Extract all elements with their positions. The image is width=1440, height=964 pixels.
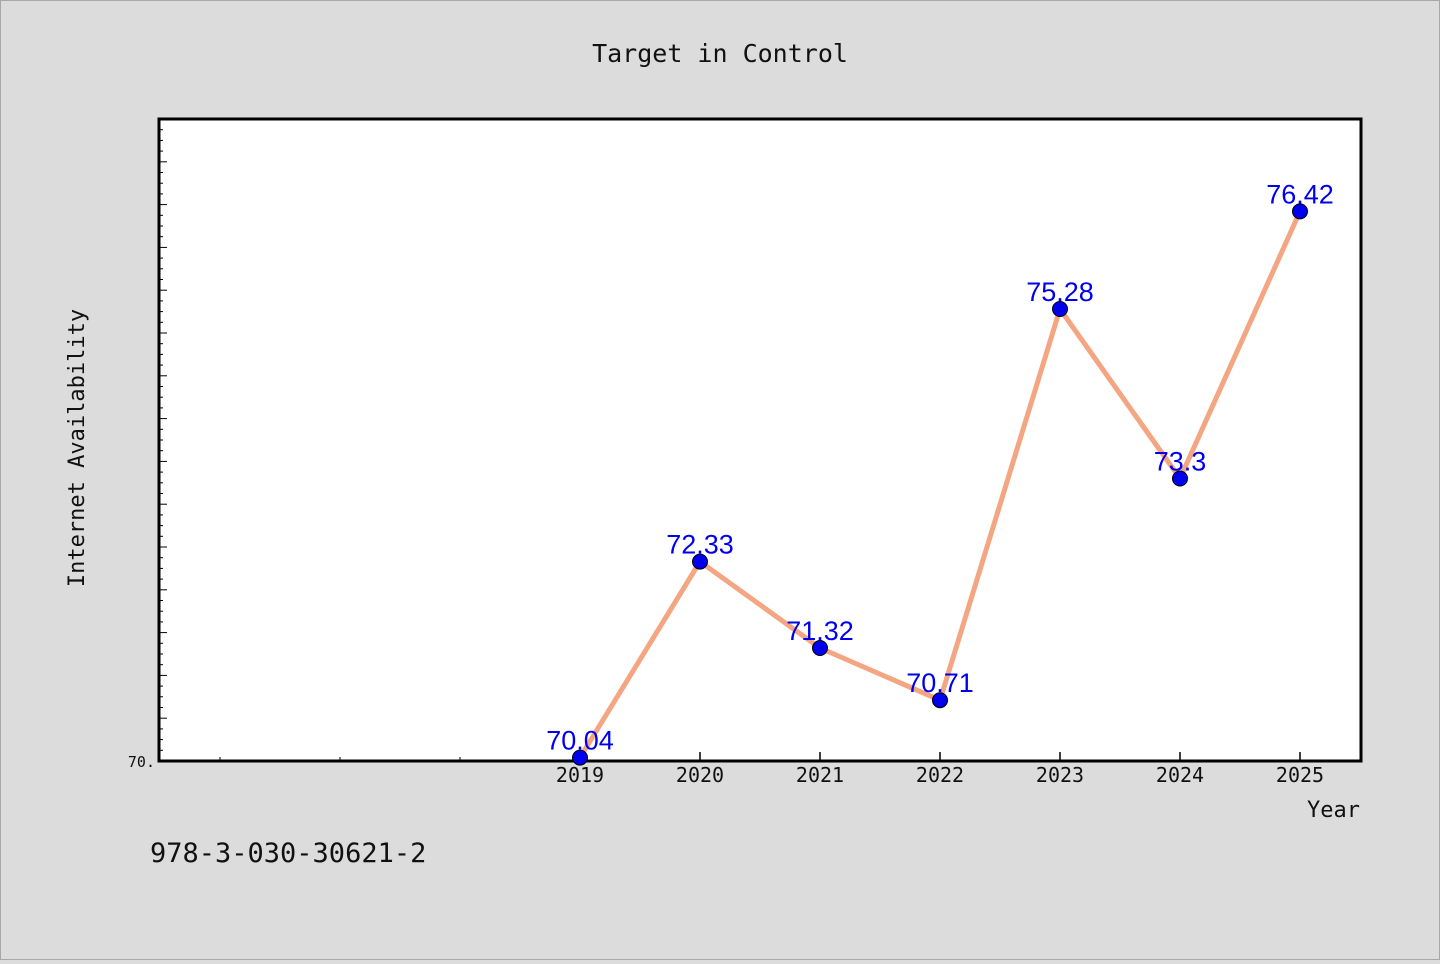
data-point xyxy=(1172,470,1188,487)
data-label: 70.04 xyxy=(546,726,614,756)
data-point xyxy=(932,692,948,709)
y-axis-ticks xyxy=(159,129,167,762)
x-tick-label: 2022 xyxy=(916,763,964,787)
chart-title: Target in Control xyxy=(592,39,848,68)
data-point xyxy=(1052,301,1068,317)
x-tick-label: 2021 xyxy=(796,763,844,787)
x-axis-minor-ticks xyxy=(219,757,461,761)
data-point xyxy=(1292,203,1308,220)
data-label: 75.28 xyxy=(1026,277,1094,307)
y-tick-label: 70. xyxy=(128,753,155,771)
x-axis-tick-labels: 2019 2020 2021 2022 2023 2024 2025 xyxy=(556,763,1324,787)
data-labels: 70.04 72.33 71.32 70.71 75.28 73.3 76.42 xyxy=(546,179,1334,755)
data-label: 73.3 xyxy=(1154,447,1207,477)
x-tick-label: 2019 xyxy=(556,763,604,787)
data-label: 70.71 xyxy=(906,668,974,698)
footer-isbn: 978-3-030-30621-2 xyxy=(150,838,426,869)
data-label: 76.42 xyxy=(1266,179,1334,209)
series-markers xyxy=(572,203,1308,766)
plot-area xyxy=(157,117,1363,763)
x-tick-label: 2025 xyxy=(1276,763,1324,787)
x-tick-label: 2023 xyxy=(1036,763,1084,787)
data-label: 72.33 xyxy=(666,530,734,560)
data-point xyxy=(812,640,828,656)
x-tick-label: 2024 xyxy=(1156,763,1204,787)
data-point xyxy=(692,553,708,570)
y-axis-label: Internet Availability xyxy=(65,309,90,587)
data-point xyxy=(572,749,588,766)
data-label: 71.32 xyxy=(786,616,854,646)
x-tick-label: 2020 xyxy=(676,763,724,787)
x-axis-label: Year xyxy=(1307,798,1360,823)
